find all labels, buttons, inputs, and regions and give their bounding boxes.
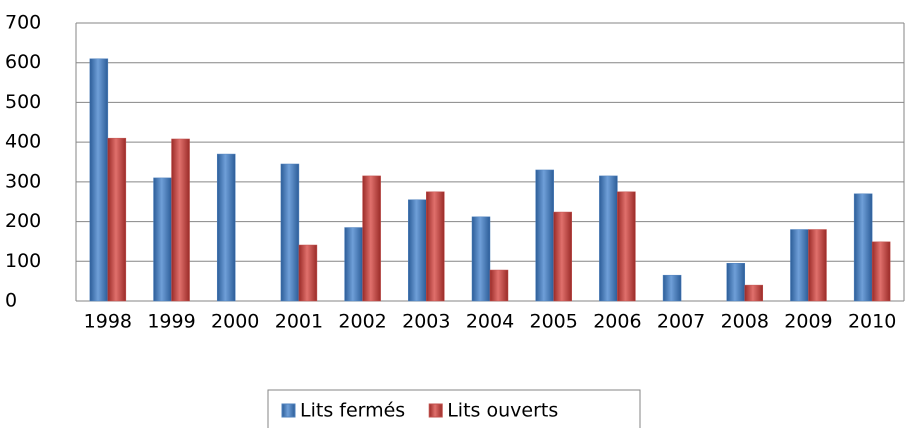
x-tick-label: 1998 <box>84 311 132 333</box>
bar <box>298 244 318 302</box>
bar <box>726 263 746 302</box>
y-tick-label: 600 <box>5 51 41 73</box>
bar <box>216 153 236 302</box>
bar <box>535 169 554 302</box>
x-tick-label: 2006 <box>593 311 641 333</box>
x-tick-label: 1999 <box>147 311 195 333</box>
bar <box>617 191 636 302</box>
bar <box>153 177 172 302</box>
x-tick-label: 2003 <box>402 311 450 333</box>
bar <box>362 175 381 302</box>
bar <box>280 163 300 302</box>
x-tick-label: 2005 <box>530 311 578 333</box>
x-tick-label: 2001 <box>275 311 323 333</box>
bar <box>871 241 891 302</box>
legend-label: Lits ouverts <box>447 400 558 422</box>
bar <box>489 269 509 302</box>
y-tick-label: 700 <box>5 12 41 34</box>
y-tick-label: 0 <box>5 290 17 312</box>
bar <box>853 193 873 302</box>
legend-box <box>267 389 641 431</box>
x-tick-label: 2008 <box>721 311 769 333</box>
x-tick-label: 2009 <box>784 311 832 333</box>
bar <box>471 216 491 302</box>
bar <box>744 284 764 302</box>
x-tick-label: 2007 <box>657 311 705 333</box>
y-tick-label: 200 <box>5 210 41 232</box>
y-tick-label: 500 <box>5 91 41 113</box>
bar <box>408 199 427 302</box>
bar <box>599 175 618 302</box>
x-tick-label: 2010 <box>848 311 896 333</box>
bar <box>171 138 190 302</box>
bar <box>808 229 827 302</box>
legend-swatch <box>281 403 296 418</box>
legend-label: Lits fermés <box>300 400 405 422</box>
y-tick-label: 100 <box>5 250 41 272</box>
y-tick-label: 300 <box>5 170 41 192</box>
legend-swatch <box>428 403 443 418</box>
bar <box>344 227 363 302</box>
x-tick-label: 2004 <box>466 311 514 333</box>
bar <box>107 137 127 302</box>
bar <box>790 229 809 302</box>
bar <box>426 191 445 302</box>
bar <box>662 274 682 302</box>
y-tick-label: 400 <box>5 131 41 153</box>
bar <box>89 58 109 302</box>
x-tick-label: 2002 <box>338 311 386 333</box>
x-tick-label: 2000 <box>211 311 259 333</box>
bar <box>553 211 572 302</box>
